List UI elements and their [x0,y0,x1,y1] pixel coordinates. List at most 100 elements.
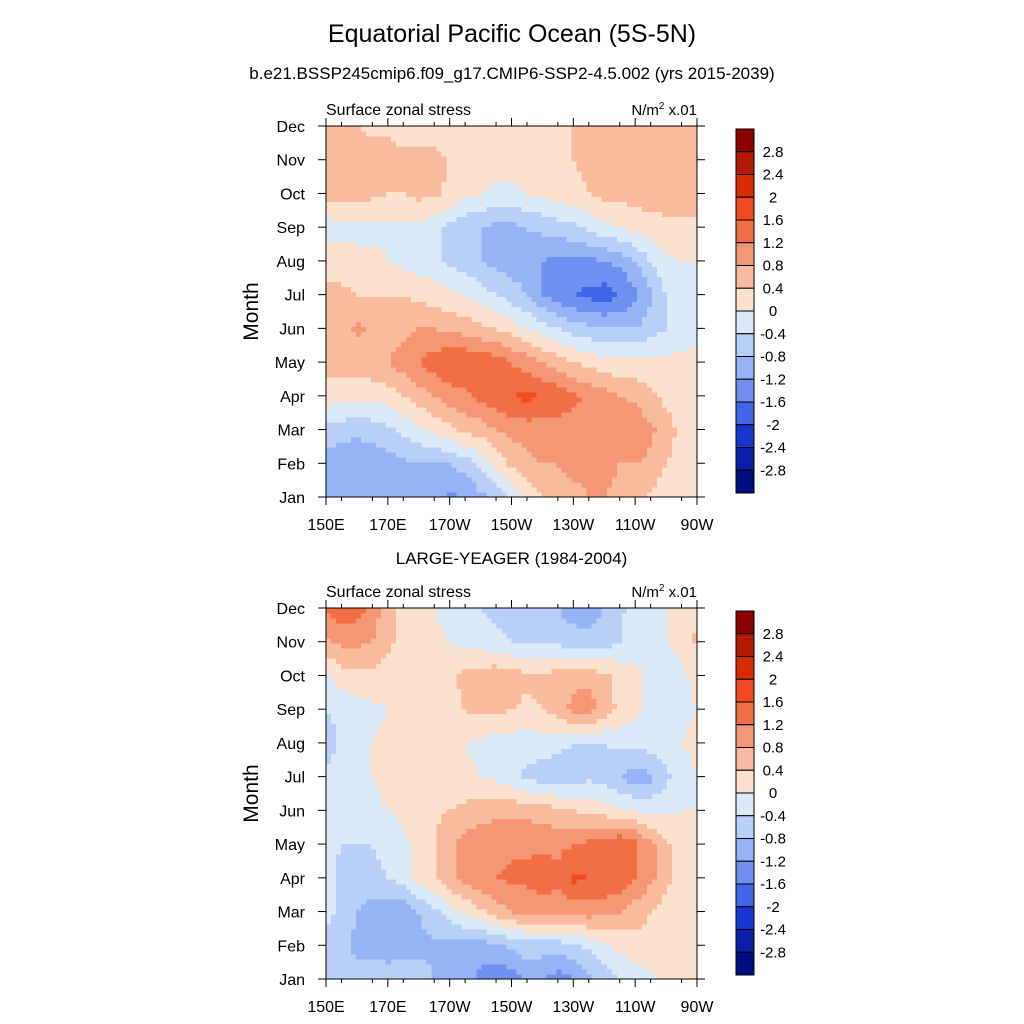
heatmap-cell [546,141,553,147]
heatmap-cell [511,186,518,192]
heatmap-cell [431,351,437,358]
heatmap-cell [471,396,477,403]
heatmap-cell [456,251,462,257]
heatmap-cell [471,251,477,257]
heatmap-cell [376,466,382,473]
heatmap-cell [371,336,377,343]
heatmap-cell [601,216,608,222]
heatmap-cell [416,186,422,192]
heatmap-cell [356,316,362,323]
heatmap-cell [466,196,472,202]
heatmap-cell [486,226,493,232]
heatmap-cell [556,141,563,147]
heatmap-cell [501,361,508,368]
heatmap-cell [336,476,342,483]
heatmap-cell [531,351,538,358]
heatmap-cell [411,266,417,272]
heatmap-cell [391,316,397,323]
heatmap-cell [366,131,372,137]
heatmap-cell [376,431,382,438]
heatmap-cell [466,416,472,423]
heatmap-cell [351,466,357,473]
heatmap-cell [661,416,668,423]
heatmap-cell [601,341,608,348]
heatmap-cell [461,251,467,257]
heatmap-cell [371,226,377,232]
heatmap-cell [451,311,457,318]
heatmap-cell [576,281,583,288]
heatmap-cell [426,266,432,272]
heatmap-cell [346,441,352,448]
heatmap-cell [366,216,372,222]
heatmap-cell [431,221,437,227]
heatmap-cell [351,386,357,393]
heatmap-cell [356,436,362,443]
heatmap-cell [436,456,442,463]
heatmap-cell [401,186,407,192]
heatmap-cell [461,441,467,448]
heatmap-cell [416,176,422,182]
heatmap-cell [416,356,422,363]
heatmap-cell [606,436,613,443]
heatmap-cell [601,316,608,323]
heatmap-cell [351,346,357,353]
heatmap-cell [586,166,593,172]
heatmap-cell [356,476,362,483]
heatmap-cell [336,201,342,207]
heatmap-cell [421,351,427,358]
heatmap-cell [406,246,412,252]
heatmap-cell [611,191,618,197]
heatmap-cell [551,386,558,393]
heatmap-cell [371,126,377,132]
heatmap-cell [596,241,603,247]
heatmap-cell [336,421,342,428]
heatmap-cell [591,326,598,333]
heatmap-cell [511,361,518,368]
heatmap-cell [401,221,407,227]
heatmap-cell [586,216,593,222]
heatmap-cell [341,411,347,418]
heatmap-cell [451,186,457,192]
heatmap-cell [541,166,548,172]
heatmap-cell [521,201,528,207]
heatmap-cell [451,481,457,488]
heatmap-cell [466,336,472,343]
heatmap-cell [616,141,623,147]
heatmap-cell [436,421,442,428]
heatmap-cell [626,216,633,222]
heatmap-cell [601,171,608,177]
heatmap-cell [381,141,387,147]
heatmap-cell [391,191,397,197]
heatmap-cell [576,351,583,358]
heatmap-cell [506,271,513,277]
heatmap-cell [441,376,447,383]
heatmap-cell [421,426,427,433]
heatmap-cell [331,331,337,338]
heatmap-cell [336,286,342,293]
heatmap-cell [381,306,387,313]
heatmap-cell [581,306,588,313]
heatmap-cell [441,196,447,202]
heatmap-cell [456,171,462,177]
heatmap-cell [391,166,397,172]
heatmap-cell [411,146,417,152]
heatmap-cell [646,356,653,363]
heatmap-cell [426,296,432,303]
heatmap-cell [561,181,568,187]
heatmap-cell [626,436,633,443]
heatmap-cell [566,301,573,308]
heatmap-cell [656,166,663,172]
heatmap-cell [461,301,467,308]
heatmap-cell [341,441,347,448]
heatmap-cell [336,311,342,318]
heatmap-cell [506,481,513,488]
heatmap-cell [426,196,432,202]
heatmap-cell [396,286,402,293]
heatmap-cell [626,391,633,398]
heatmap-cell [456,341,462,348]
heatmap-cell [631,291,638,298]
heatmap-cell [511,181,518,187]
heatmap-cell [641,176,648,182]
heatmap-cell [641,341,648,348]
heatmap-cell [571,466,578,473]
